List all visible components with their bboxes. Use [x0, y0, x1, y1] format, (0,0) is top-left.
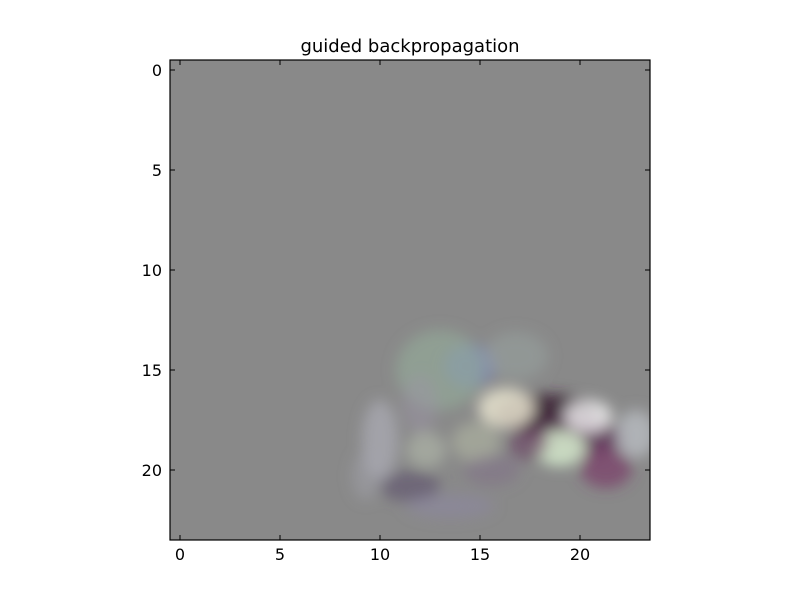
- heatmap-region: [580, 448, 632, 488]
- heatmap-region: [484, 332, 548, 380]
- heatmap-region: [478, 388, 534, 428]
- heatmap-region: [402, 374, 438, 434]
- heatmap-region: [534, 430, 586, 466]
- x-tick-label: 0: [175, 545, 185, 564]
- heatmap-background: [170, 60, 650, 540]
- chart-title: guided backpropagation: [300, 36, 519, 57]
- plot-frame: [169, 59, 651, 541]
- x-tick-label: 15: [470, 545, 490, 564]
- y-tick-label: 5: [152, 161, 162, 180]
- heatmap-region: [406, 494, 494, 518]
- y-tick-label: 10: [142, 261, 162, 280]
- y-tick-label: 20: [142, 461, 162, 480]
- x-tick-label: 20: [570, 545, 590, 564]
- y-tick-label: 0: [152, 61, 162, 80]
- heatmap-region: [464, 454, 520, 486]
- heatmap-region: [616, 410, 650, 458]
- heatmap-region: [452, 422, 500, 462]
- heatmap-region: [508, 428, 548, 460]
- heatmap-region: [380, 470, 440, 502]
- heatmap-region: [406, 432, 446, 468]
- heatmap-regions: [352, 330, 650, 518]
- heatmap-region: [352, 452, 380, 500]
- x-axis: 0 5 10 15 20: [175, 60, 590, 564]
- heatmap-region: [564, 400, 612, 432]
- x-tick-label: 5: [275, 545, 285, 564]
- y-axis: 0 5 10 15 20: [142, 61, 650, 480]
- x-tick-label: 10: [370, 545, 390, 564]
- y-tick-label: 15: [142, 361, 162, 380]
